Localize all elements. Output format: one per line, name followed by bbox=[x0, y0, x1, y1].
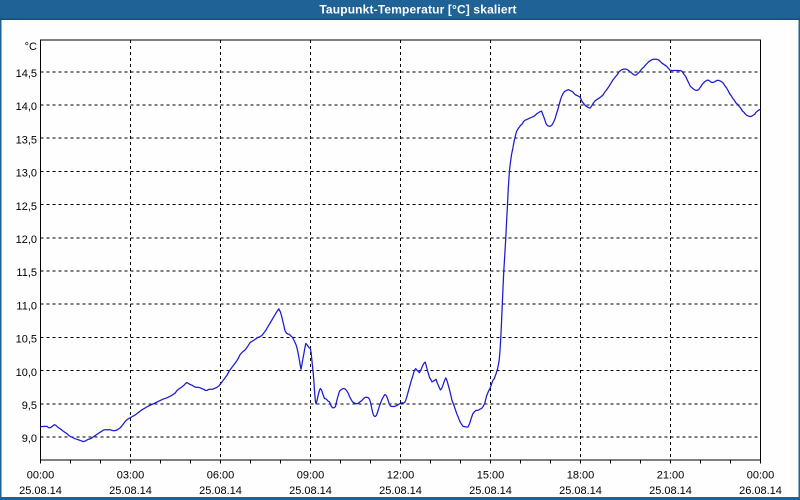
svg-text:11,5: 11,5 bbox=[16, 267, 37, 279]
svg-text:15:00: 15:00 bbox=[477, 470, 505, 482]
svg-text:25.08.14: 25.08.14 bbox=[379, 485, 422, 497]
svg-text:25.08.14: 25.08.14 bbox=[559, 485, 602, 497]
svg-text:00:00: 00:00 bbox=[27, 470, 55, 482]
svg-text:°C: °C bbox=[25, 41, 37, 53]
svg-text:09:00: 09:00 bbox=[297, 470, 325, 482]
svg-text:25.08.14: 25.08.14 bbox=[649, 485, 692, 497]
svg-text:14,0: 14,0 bbox=[16, 101, 37, 113]
svg-text:12,5: 12,5 bbox=[16, 201, 37, 213]
svg-text:25.08.14: 25.08.14 bbox=[199, 485, 242, 497]
svg-text:03:00: 03:00 bbox=[117, 470, 145, 482]
svg-text:10,5: 10,5 bbox=[16, 334, 37, 346]
svg-text:13,0: 13,0 bbox=[16, 168, 37, 180]
svg-text:25.08.14: 25.08.14 bbox=[19, 485, 62, 497]
svg-text:00:00: 00:00 bbox=[747, 470, 775, 482]
svg-text:10,0: 10,0 bbox=[16, 367, 37, 379]
svg-text:12:00: 12:00 bbox=[387, 470, 415, 482]
svg-text:11,0: 11,0 bbox=[16, 300, 37, 312]
svg-text:14,5: 14,5 bbox=[16, 68, 37, 80]
svg-text:25.08.14: 25.08.14 bbox=[109, 485, 152, 497]
svg-text:9,5: 9,5 bbox=[22, 400, 37, 412]
svg-text:18:00: 18:00 bbox=[567, 470, 595, 482]
svg-text:25.08.14: 25.08.14 bbox=[469, 485, 512, 497]
svg-text:9,0: 9,0 bbox=[22, 433, 37, 445]
svg-text:06:00: 06:00 bbox=[207, 470, 235, 482]
svg-text:26.08.14: 26.08.14 bbox=[739, 485, 782, 497]
svg-text:13,5: 13,5 bbox=[16, 134, 37, 146]
svg-text:12,0: 12,0 bbox=[16, 234, 37, 246]
svg-text:Taupunkt-Temperatur [°C] skali: Taupunkt-Temperatur [°C] skaliert bbox=[319, 3, 516, 17]
svg-text:21:00: 21:00 bbox=[657, 470, 685, 482]
svg-text:25.08.14: 25.08.14 bbox=[289, 485, 332, 497]
